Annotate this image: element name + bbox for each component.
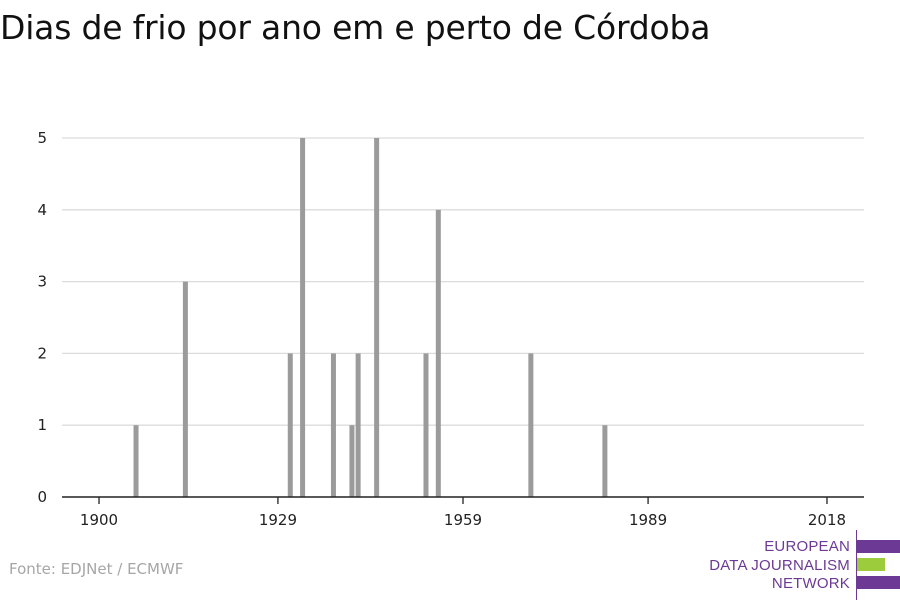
bar-1982 [602,425,608,497]
logo-text-line-1: EUROPEAN [764,538,850,555]
y-tick-label: 2 [37,344,47,362]
logo-text-line-3: NETWORK [771,575,850,592]
bar-1945 [374,138,380,497]
x-tick-label: 2018 [808,511,846,529]
bar-1953 [423,353,429,497]
x-tick-label: 1929 [259,511,297,529]
logo-bar-top [857,540,900,553]
x-axis-ticks: 1900 1929 1959 1989 2018 [80,497,846,529]
y-tick-label: 0 [37,488,47,506]
y-tick-label: 3 [37,273,47,291]
x-tick-label: 1989 [629,511,667,529]
logo-text-line-2: DATA JOURNALISM [709,557,850,574]
bar-1941 [349,425,355,497]
bar-1906 [133,425,139,497]
chart-title: Dias de frio por ano em e perto de Córdo… [0,8,711,47]
bar-1931 [287,353,293,497]
bar-1942 [355,353,361,497]
y-axis-tick-labels: 0 1 2 3 4 5 [37,129,47,506]
bar-chart: 0 1 2 3 4 5 1900 1929 1959 1989 2018 [37,129,864,529]
bar-1955 [435,209,441,498]
bar-1914 [182,281,188,497]
source-note: Fonte: EDJNet / ECMWF [9,560,184,578]
edjnet-logo: EUROPEAN DATA JOURNALISM NETWORK [700,530,900,600]
bars [133,138,608,498]
y-tick-label: 5 [37,129,47,147]
logo-bar-middle [857,558,885,571]
logo-bar-bottom [857,576,900,589]
grid-lines [62,137,864,426]
x-tick-label: 1959 [444,511,482,529]
y-tick-label: 4 [37,201,47,219]
logo-divider [856,530,857,600]
bar-1970 [528,353,534,497]
bar-1933 [300,138,306,497]
bar-1938 [330,353,336,497]
y-tick-label: 1 [37,416,47,434]
x-tick-label: 1900 [80,511,118,529]
